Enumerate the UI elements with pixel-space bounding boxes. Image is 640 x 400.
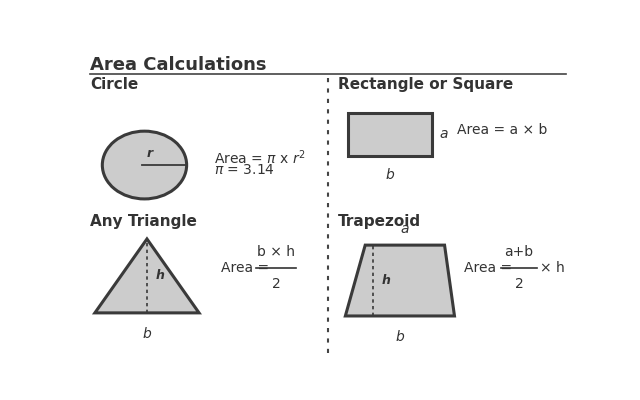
Text: a: a	[401, 222, 409, 236]
Text: Rectangle or Square: Rectangle or Square	[338, 77, 513, 92]
Text: Any Triangle: Any Triangle	[90, 214, 196, 229]
Polygon shape	[346, 245, 454, 316]
Text: b: b	[396, 330, 404, 344]
Text: Circle: Circle	[90, 77, 138, 92]
Text: × h: × h	[540, 261, 565, 275]
Text: Area Calculations: Area Calculations	[90, 56, 266, 74]
Text: 2: 2	[515, 278, 524, 292]
Bar	[348, 113, 432, 156]
Text: b: b	[386, 168, 394, 182]
Ellipse shape	[102, 131, 187, 199]
Text: 2: 2	[271, 278, 280, 292]
Text: b × h: b × h	[257, 245, 295, 259]
Text: Area =: Area =	[221, 261, 274, 275]
Text: Trapezoid: Trapezoid	[338, 214, 421, 229]
Text: Area = a × b: Area = a × b	[457, 123, 547, 137]
Text: h: h	[381, 274, 390, 287]
Text: Area = $\pi$ x $r^2$: Area = $\pi$ x $r^2$	[214, 148, 306, 167]
Text: a: a	[440, 127, 448, 141]
Text: h: h	[156, 270, 164, 282]
Text: b: b	[143, 327, 151, 341]
Text: $\pi$ = 3.14: $\pi$ = 3.14	[214, 164, 275, 178]
Polygon shape	[95, 239, 199, 313]
Text: r: r	[147, 147, 152, 160]
Text: a+b: a+b	[504, 245, 534, 259]
Text: Area =: Area =	[465, 261, 517, 275]
